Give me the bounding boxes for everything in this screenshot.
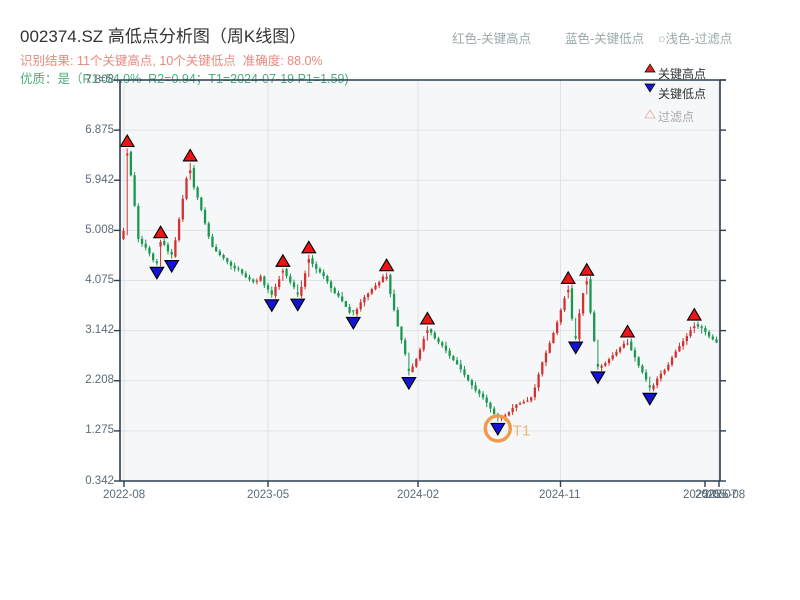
svg-text:T1: T1	[513, 422, 531, 439]
